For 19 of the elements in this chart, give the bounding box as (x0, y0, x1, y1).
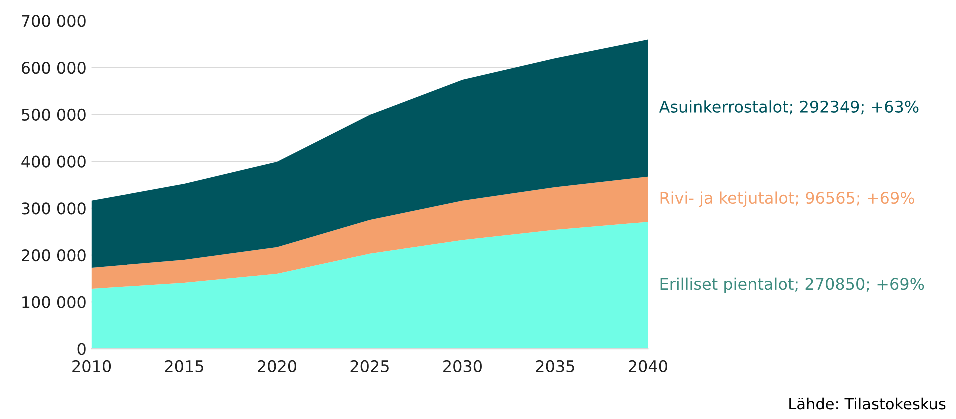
y-tick-label: 300 000 (22, 202, 86, 215)
y-tick-label: 400 000 (22, 156, 86, 168)
series-label: Asuinkerrostalot; 292349; +63% (659, 100, 919, 115)
series-label: Rivi- ja ketjutalot; 96565; +69% (660, 192, 914, 208)
x-tick-label: 2040 (629, 360, 668, 372)
y-tick-label: 100 000 (22, 296, 86, 308)
series-label: Erilliset pientalot; 270850; +69% (660, 278, 924, 294)
y-tick-label: 600 000 (22, 62, 86, 74)
text: Lähde: Tilastokeskus (790, 398, 946, 410)
y-tick-label: 700 000 (22, 15, 86, 28)
y-tick-label: 200 000 (22, 250, 86, 262)
x-tick-label: 2035 (536, 360, 574, 372)
y-tick-label: 500 000 (22, 108, 86, 121)
x-tick-label: 2010 (72, 360, 112, 372)
x-tick-label: 2020 (258, 360, 297, 372)
x-tick-label: 2025 (350, 360, 389, 372)
x-tick-label: 2015 (165, 360, 204, 372)
x-tick-label: 2030 (444, 360, 482, 372)
y-tick-label: 0 (78, 343, 86, 356)
